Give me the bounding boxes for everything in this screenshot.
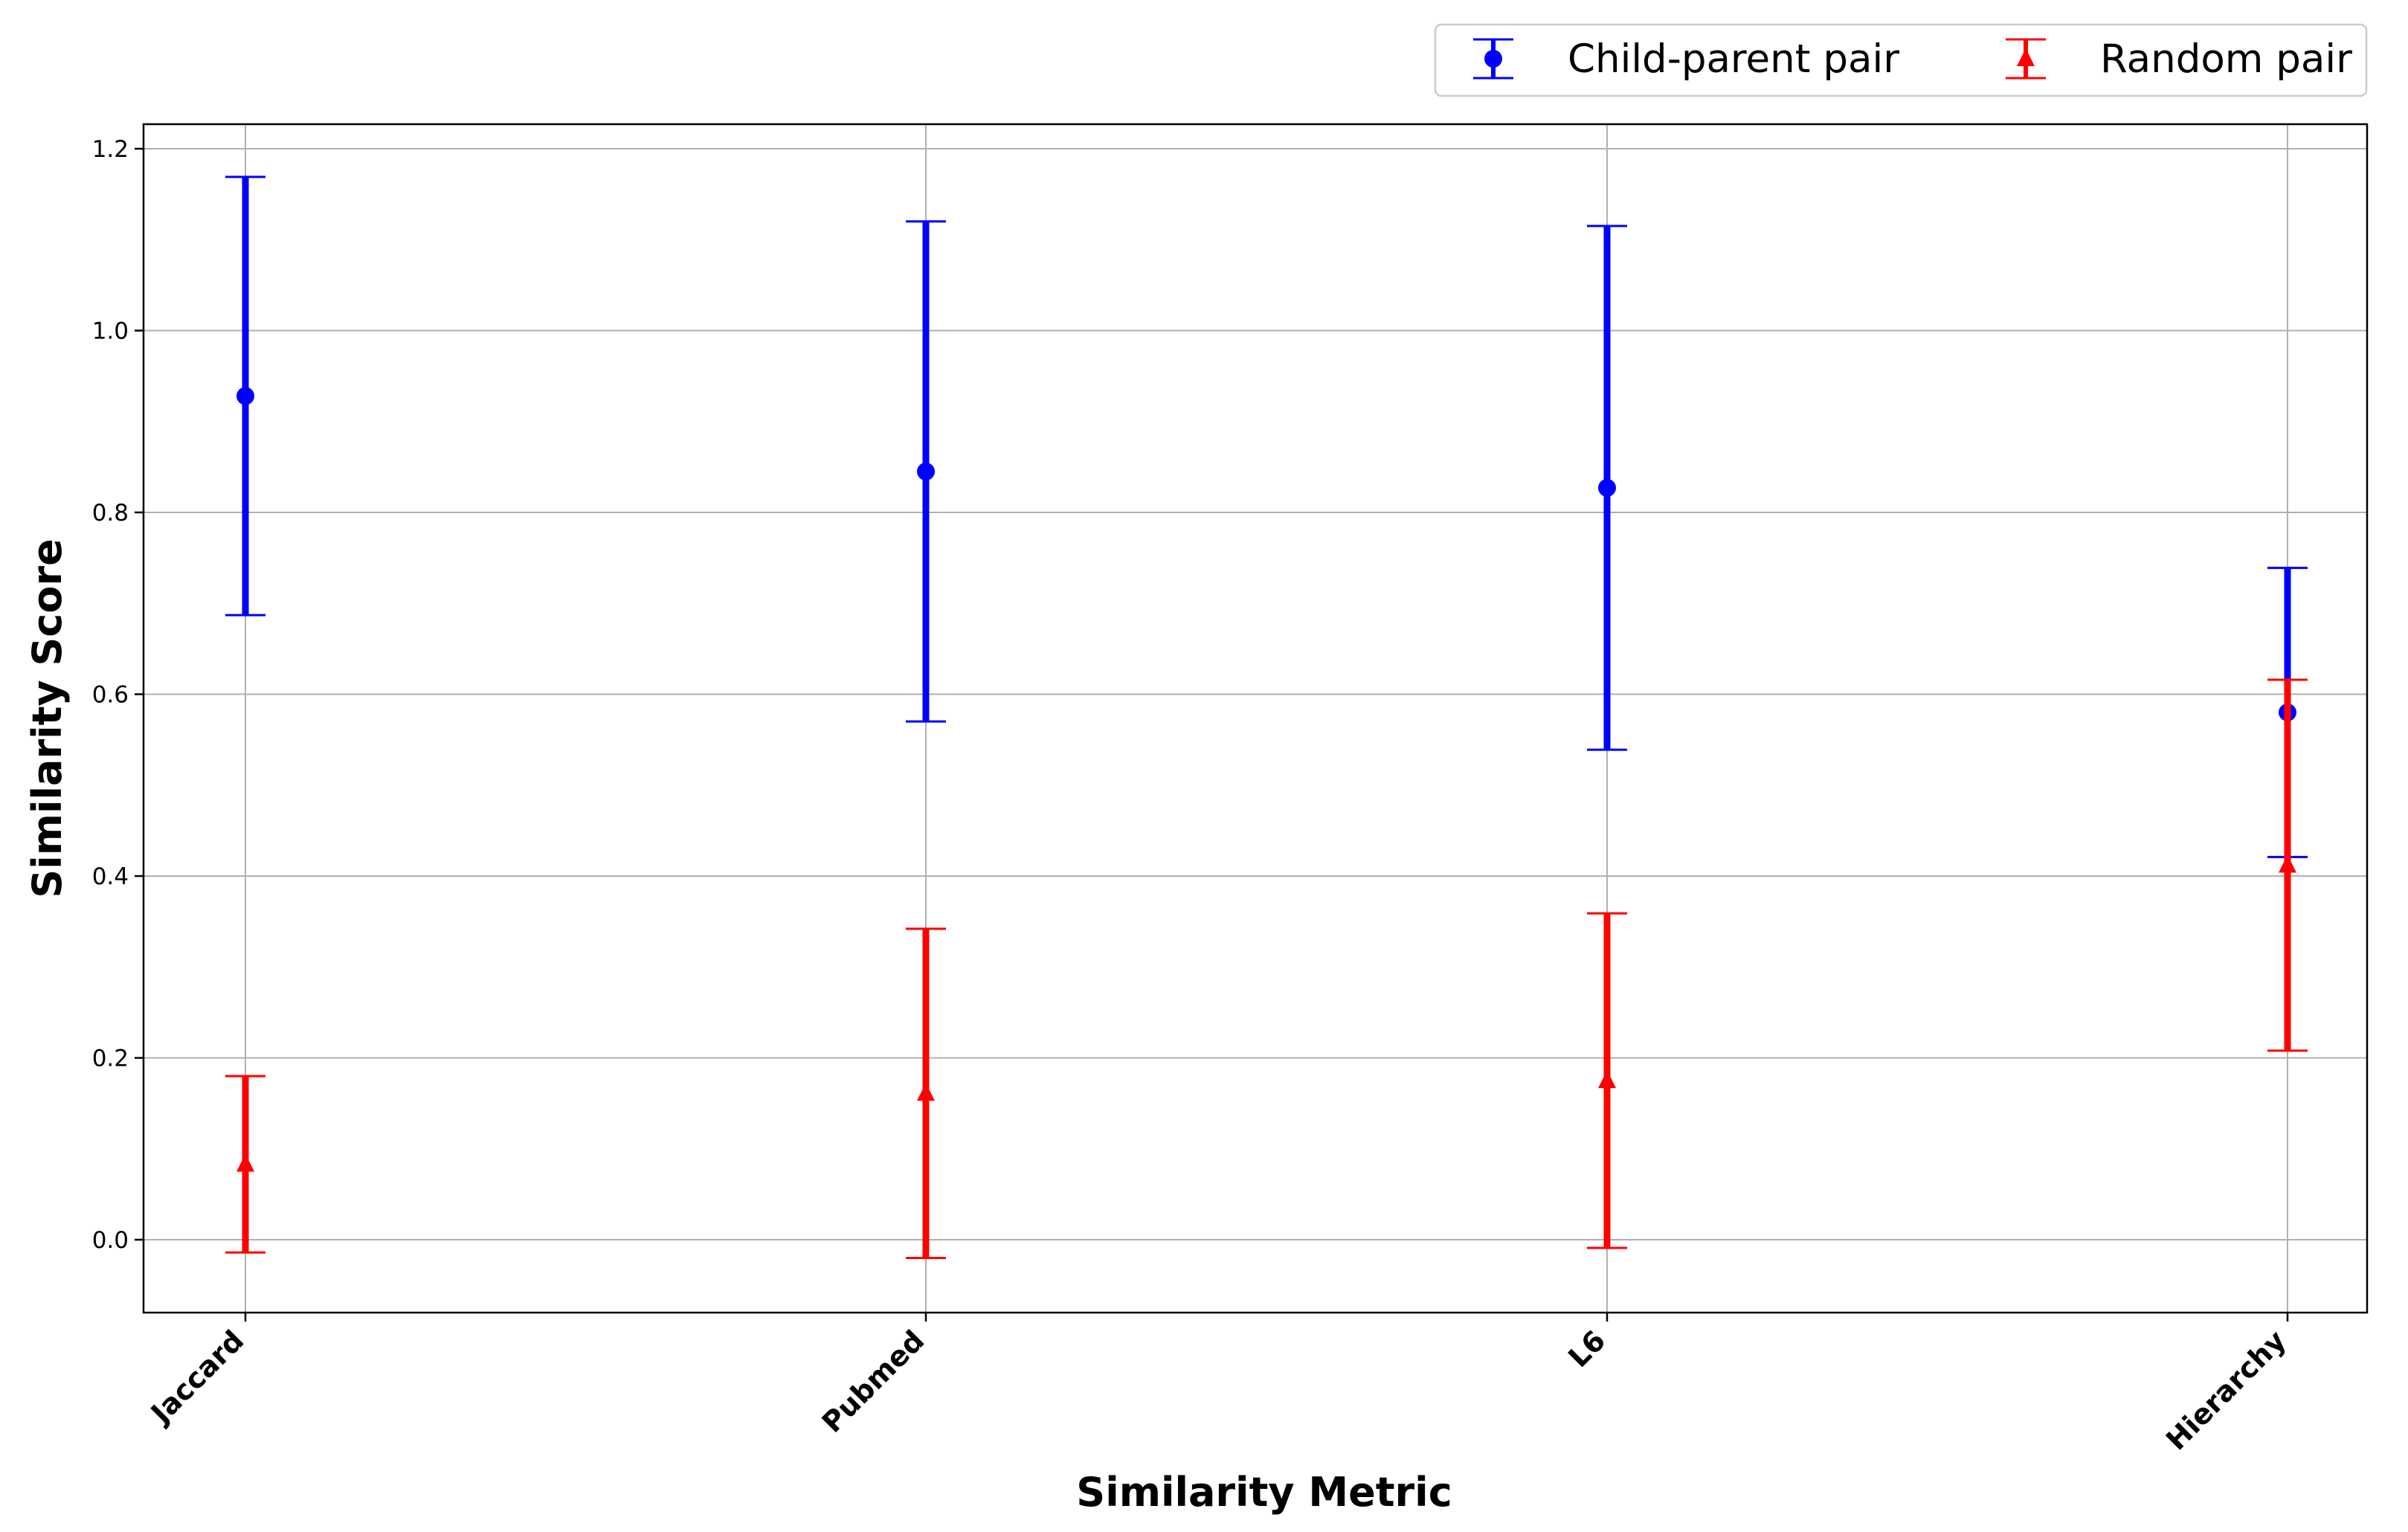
y-tick-label: 1.0 <box>92 318 129 345</box>
plot-frame <box>142 123 2369 1314</box>
legend-marker <box>2017 48 2035 66</box>
series-layer <box>225 176 2308 1259</box>
legend-item: Random pair <box>2006 36 2352 82</box>
y-axis-title: Similarity Score <box>24 538 71 898</box>
legend-box <box>1434 23 2368 97</box>
data-point <box>1598 1070 1616 1089</box>
grid <box>144 124 2367 1313</box>
x-tick-label: L6 <box>1562 1324 1612 1374</box>
data-point <box>236 1153 254 1172</box>
legend-marker <box>1484 50 1502 68</box>
x-tick-label: Pubmed <box>816 1324 931 1439</box>
series-child-parent <box>225 176 2308 858</box>
legend-label: Child-parent pair <box>1568 36 1899 82</box>
data-point <box>917 462 935 480</box>
y-tick-label: 0.4 <box>92 863 129 890</box>
legend-label: Random pair <box>2100 36 2352 82</box>
x-tick-label: Hierarchy <box>2160 1324 2292 1456</box>
data-point <box>917 1083 935 1101</box>
y-tick-label: 0.8 <box>92 500 129 527</box>
y-tick-label: 0.0 <box>92 1227 129 1254</box>
data-point <box>236 387 254 405</box>
y-tick-label: 1.2 <box>92 136 129 163</box>
y-tick-label: 0.6 <box>92 682 129 709</box>
x-tick-label: Jaccard <box>144 1324 251 1431</box>
ticks: 0.0 0.2 0.4 0.6 0.8 1.0 1.2 Jaccard Pubmed L6 Hier… <box>92 136 2293 1456</box>
data-point <box>1598 478 1616 497</box>
series-random <box>225 678 2308 1259</box>
x-axis-title: Similarity Metric <box>1076 1469 1452 1516</box>
legend-item: Child-parent pair <box>1473 36 1899 82</box>
legend: Child-parent pair Random pair <box>1434 23 2368 97</box>
data-point <box>2279 854 2296 873</box>
y-tick-label: 0.2 <box>92 1046 129 1072</box>
